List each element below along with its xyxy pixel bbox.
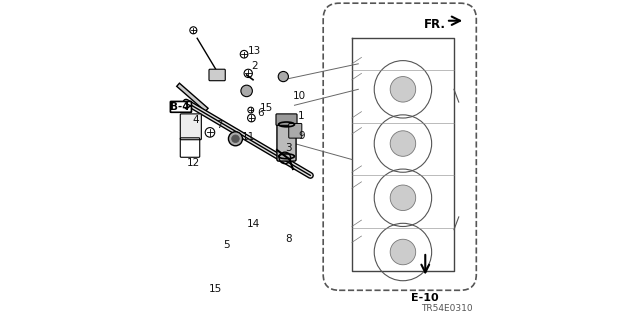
Text: 7: 7 [216, 120, 223, 130]
Text: 10: 10 [293, 91, 306, 101]
Text: E-10: E-10 [412, 293, 439, 302]
FancyBboxPatch shape [277, 120, 296, 161]
Circle shape [390, 77, 416, 102]
Text: 9: 9 [298, 130, 305, 141]
Text: 11: 11 [242, 132, 255, 142]
Text: 1: 1 [298, 111, 305, 122]
Circle shape [390, 239, 416, 265]
Text: 8: 8 [285, 234, 292, 244]
FancyBboxPatch shape [289, 123, 302, 138]
Text: TR54E0310: TR54E0310 [422, 304, 473, 313]
Text: 6: 6 [257, 108, 264, 118]
Text: FR.: FR. [424, 18, 446, 31]
Circle shape [390, 185, 416, 211]
Text: 2: 2 [252, 61, 258, 71]
Text: 13: 13 [248, 46, 262, 56]
Circle shape [241, 85, 252, 97]
Text: 15: 15 [259, 102, 273, 113]
FancyBboxPatch shape [209, 69, 225, 81]
Text: 3: 3 [285, 143, 292, 153]
Text: B-4: B-4 [170, 102, 189, 112]
FancyBboxPatch shape [180, 114, 202, 140]
FancyBboxPatch shape [276, 114, 297, 125]
Text: 5: 5 [223, 240, 229, 250]
Circle shape [232, 135, 239, 143]
Text: 15: 15 [209, 284, 222, 294]
Circle shape [278, 71, 289, 82]
Text: 12: 12 [187, 158, 200, 168]
FancyBboxPatch shape [170, 101, 191, 112]
Circle shape [390, 131, 416, 156]
Text: 14: 14 [246, 219, 260, 229]
Circle shape [228, 132, 243, 146]
Text: 4: 4 [193, 115, 199, 125]
